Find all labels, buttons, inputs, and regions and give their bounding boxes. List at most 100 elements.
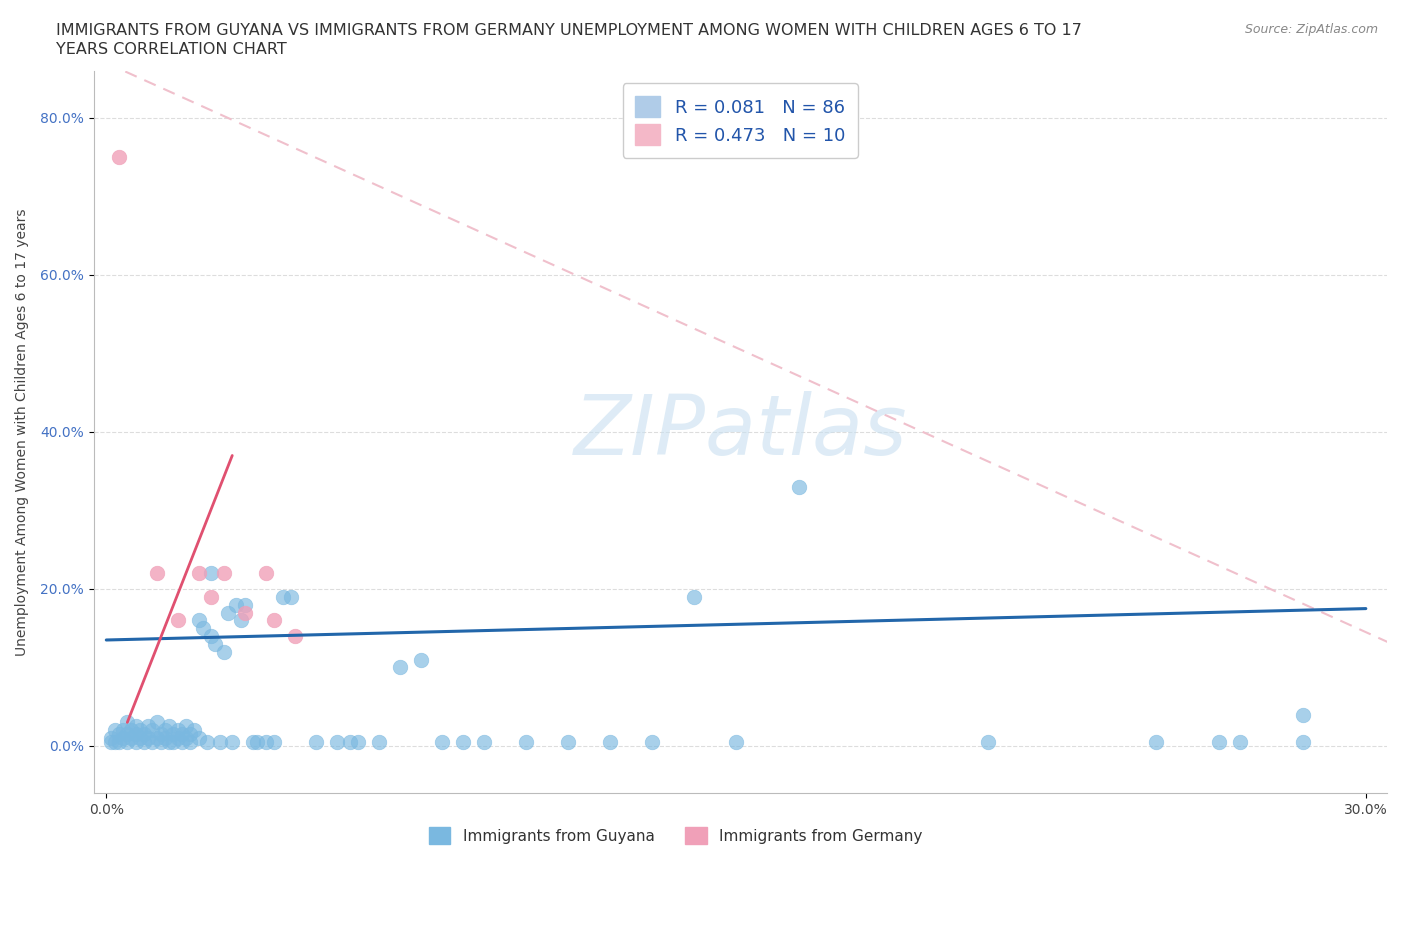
Point xyxy=(725,735,748,750)
Point xyxy=(117,715,139,730)
Point xyxy=(141,735,163,750)
Point xyxy=(145,731,167,746)
Point xyxy=(104,723,127,737)
Point xyxy=(125,719,148,734)
Point xyxy=(200,565,222,580)
Point xyxy=(347,735,370,750)
Point xyxy=(368,735,391,750)
Point xyxy=(125,726,148,741)
Point xyxy=(121,723,143,737)
Point xyxy=(1292,707,1315,722)
Point xyxy=(187,565,209,580)
Point xyxy=(128,723,150,737)
Point xyxy=(221,735,243,750)
Point xyxy=(162,726,184,741)
Legend: Immigrants from Guyana, Immigrants from Germany: Immigrants from Guyana, Immigrants from … xyxy=(423,820,928,850)
Text: ZIPatlas: ZIPatlas xyxy=(574,392,907,472)
Point xyxy=(170,735,193,750)
Point xyxy=(100,731,122,746)
Y-axis label: Unemployment Among Women with Children Ages 6 to 17 years: Unemployment Among Women with Children A… xyxy=(15,208,30,656)
Point xyxy=(217,605,239,620)
Point xyxy=(179,735,201,750)
Point xyxy=(157,719,180,734)
Point xyxy=(1292,735,1315,750)
Point xyxy=(166,731,188,746)
Point xyxy=(132,735,155,750)
Point xyxy=(472,735,495,750)
Point xyxy=(136,719,159,734)
Point xyxy=(108,735,131,750)
Point xyxy=(157,735,180,750)
Point xyxy=(1208,735,1230,750)
Point xyxy=(451,735,474,750)
Point xyxy=(149,735,172,750)
Point xyxy=(170,726,193,741)
Point xyxy=(179,726,201,741)
Text: YEARS CORRELATION CHART: YEARS CORRELATION CHART xyxy=(56,42,287,57)
Point xyxy=(153,723,176,737)
Point xyxy=(229,613,252,628)
Point xyxy=(128,731,150,746)
Point xyxy=(280,590,302,604)
Point xyxy=(145,715,167,730)
Point xyxy=(162,735,184,750)
Point xyxy=(212,565,235,580)
Point xyxy=(271,590,294,604)
Point xyxy=(557,735,579,750)
Point xyxy=(104,735,127,750)
Point xyxy=(125,735,148,750)
Point xyxy=(225,597,247,612)
Point xyxy=(263,613,285,628)
Point xyxy=(108,726,131,741)
Point xyxy=(1229,735,1251,750)
Point xyxy=(254,565,277,580)
Point xyxy=(136,731,159,746)
Point xyxy=(112,731,135,746)
Point xyxy=(187,731,209,746)
Point xyxy=(339,735,361,750)
Point xyxy=(326,735,349,750)
Point xyxy=(195,735,218,750)
Point xyxy=(683,590,706,604)
Point xyxy=(117,726,139,741)
Point xyxy=(263,735,285,750)
Point xyxy=(246,735,269,750)
Point xyxy=(233,597,256,612)
Point xyxy=(641,735,664,750)
Point xyxy=(149,726,172,741)
Point xyxy=(166,613,188,628)
Point xyxy=(183,723,205,737)
Point xyxy=(117,735,139,750)
Point xyxy=(1144,735,1167,750)
Point xyxy=(121,731,143,746)
Point xyxy=(153,731,176,746)
Point xyxy=(242,735,264,750)
Point xyxy=(174,731,197,746)
Point xyxy=(389,660,412,675)
Point xyxy=(200,590,222,604)
Point xyxy=(145,565,167,580)
Point xyxy=(200,629,222,644)
Point xyxy=(212,644,235,659)
Text: IMMIGRANTS FROM GUYANA VS IMMIGRANTS FROM GERMANY UNEMPLOYMENT AMONG WOMEN WITH : IMMIGRANTS FROM GUYANA VS IMMIGRANTS FRO… xyxy=(56,23,1083,38)
Point xyxy=(411,652,433,667)
Point xyxy=(599,735,621,750)
Point xyxy=(430,735,453,750)
Point xyxy=(787,480,810,495)
Point xyxy=(204,636,226,651)
Point xyxy=(191,621,214,636)
Point xyxy=(100,735,122,750)
Point xyxy=(208,735,231,750)
Point xyxy=(141,723,163,737)
Point xyxy=(515,735,537,750)
Point xyxy=(132,726,155,741)
Point xyxy=(174,719,197,734)
Text: Source: ZipAtlas.com: Source: ZipAtlas.com xyxy=(1244,23,1378,36)
Point xyxy=(112,723,135,737)
Point xyxy=(977,735,1000,750)
Point xyxy=(187,613,209,628)
Point xyxy=(284,629,307,644)
Point xyxy=(108,150,131,165)
Point xyxy=(305,735,328,750)
Point xyxy=(233,605,256,620)
